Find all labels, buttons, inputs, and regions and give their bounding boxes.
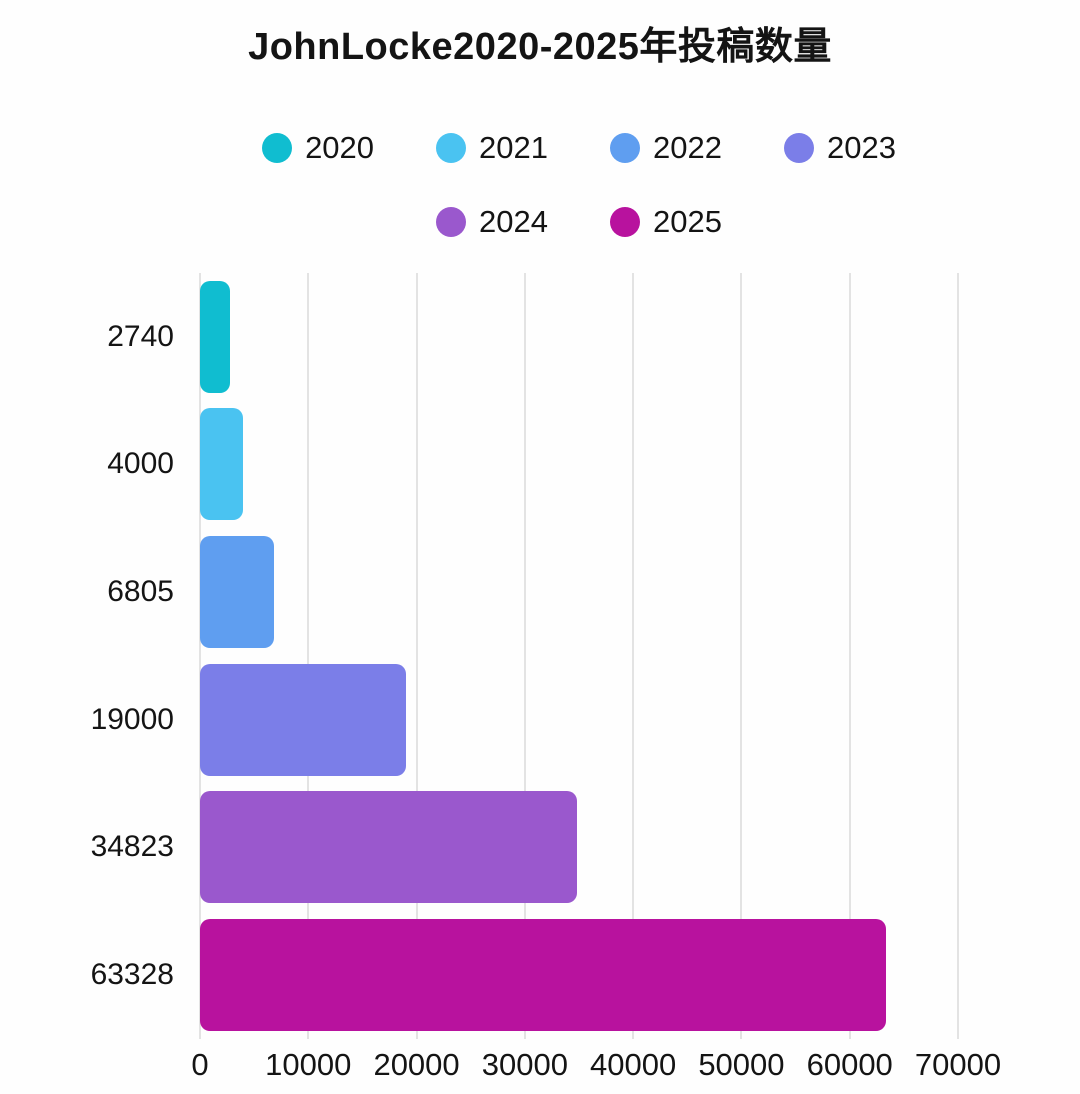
legend-label-2025: 2025 [653, 204, 722, 239]
bar-row [200, 401, 958, 529]
category-label-2022: 6805 [107, 575, 174, 609]
legend-dot-2022-icon [610, 133, 640, 163]
bar-row [200, 656, 958, 784]
bar-row [200, 528, 958, 656]
bars [200, 273, 958, 1039]
gridline-10000 [307, 273, 310, 1039]
gridline-30000 [523, 273, 526, 1039]
chart-plot-area: 2740 4000 6805 19000 34823 63328 [0, 273, 1080, 1039]
legend-item-2022: 2022 [610, 126, 722, 170]
legend-row-2: 2024 2025 [200, 200, 958, 244]
legend-item-2024: 2024 [436, 200, 548, 244]
x-tick-60000: 60000 [806, 1047, 893, 1082]
category-label-2024: 34823 [90, 830, 174, 864]
legend-dot-2025-icon [610, 207, 640, 237]
bar-2021 [200, 408, 244, 521]
legend-item-2021: 2021 [436, 126, 548, 170]
bar-2023 [200, 663, 406, 776]
legend-label-2023: 2023 [826, 130, 896, 165]
x-tick-10000: 10000 [265, 1047, 352, 1082]
category-label-2021: 4000 [107, 447, 174, 481]
category-label-2020: 2740 [107, 319, 174, 353]
gridline-20000 [415, 273, 418, 1039]
legend-dot-2024-icon [436, 207, 467, 237]
x-tick-20000: 20000 [373, 1047, 460, 1082]
x-tick-30000: 30000 [481, 1047, 568, 1082]
x-tick-70000: 70000 [914, 1047, 1002, 1082]
y-axis-labels: 2740 4000 6805 19000 34823 63328 [0, 273, 200, 1039]
plot [199, 273, 959, 1039]
legend-dot-2020-icon [262, 133, 293, 163]
gridline-50000 [740, 273, 743, 1039]
x-tick-0: 0 [191, 1047, 209, 1082]
legend-item-2025: 2025 [610, 200, 722, 244]
legend-label-2022: 2022 [653, 130, 722, 165]
legend-dot-2023-icon [783, 133, 814, 163]
gridline-40000 [632, 273, 635, 1039]
bar-row [200, 784, 958, 912]
gridline-0 [199, 273, 201, 1039]
legend-item-2023: 2023 [783, 126, 896, 170]
legend: 2020 2021 2022 2023 2024 2025 [200, 126, 958, 244]
bar-2024 [200, 791, 578, 904]
legend-item-2020: 2020 [262, 126, 374, 170]
legend-label-2021: 2021 [479, 130, 548, 165]
bar-row [200, 273, 958, 401]
legend-row-1: 2020 2021 2022 2023 [200, 126, 958, 170]
bar-row [200, 911, 958, 1039]
bar-2025 [200, 919, 886, 1032]
x-axis: 0 10000 20000 30000 40000 50000 60000 70… [191, 1039, 1001, 1085]
legend-label-2024: 2024 [479, 204, 548, 239]
gridline-70000 [957, 273, 959, 1039]
x-tick-50000: 50000 [698, 1047, 785, 1082]
legend-label-2020: 2020 [305, 130, 375, 165]
bar-2022 [200, 536, 274, 649]
x-tick-40000: 40000 [590, 1047, 677, 1082]
bar-2020 [200, 280, 230, 393]
chart-title: JohnLocke2020-2025年投稿数量 [248, 26, 832, 68]
category-label-2023: 19000 [90, 702, 174, 736]
legend-dot-2021-icon [436, 133, 467, 163]
category-label-2025: 63328 [90, 958, 174, 992]
gridline-60000 [848, 273, 851, 1039]
